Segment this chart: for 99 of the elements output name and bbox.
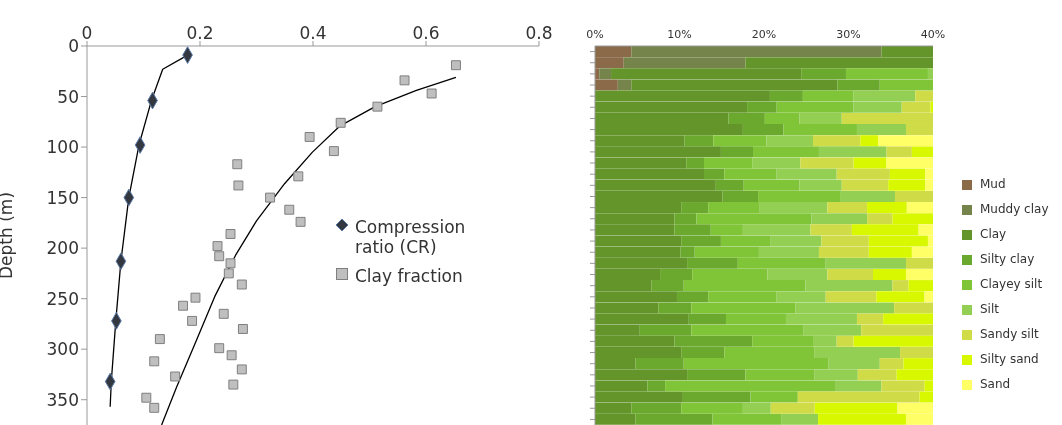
x-tick-label: 0.2 xyxy=(186,23,214,43)
bar xyxy=(766,135,814,147)
bar xyxy=(827,268,874,280)
point xyxy=(295,216,306,227)
y-tick-label: 250 xyxy=(46,288,79,309)
bar xyxy=(599,68,612,80)
bar xyxy=(825,291,877,303)
bar xyxy=(686,157,705,169)
point xyxy=(372,101,383,112)
point xyxy=(154,334,165,345)
bar xyxy=(856,124,906,136)
y-axis-title: Depth (m) xyxy=(0,191,17,280)
legend-label: Clay fraction xyxy=(355,266,464,287)
point xyxy=(223,268,234,279)
bar xyxy=(886,146,912,158)
x-tick-label: 0.8 xyxy=(525,23,553,43)
y-tick-label: 100 xyxy=(46,137,79,158)
bar xyxy=(617,79,632,91)
point xyxy=(190,292,201,303)
point xyxy=(228,379,239,390)
point xyxy=(233,180,244,191)
y-tick-label: 300 xyxy=(46,339,79,360)
bar xyxy=(906,202,933,214)
x-tick-label: 20% xyxy=(751,28,777,41)
point xyxy=(187,315,198,326)
legend-label: Clay xyxy=(980,227,1008,242)
legend-label: Silty clay xyxy=(980,252,1036,267)
x-tick-label: 0.4 xyxy=(299,23,327,43)
point xyxy=(450,60,461,71)
x-tick-label: 30% xyxy=(836,28,861,41)
x-tick-label: 0 xyxy=(81,23,93,43)
point xyxy=(225,258,236,269)
x-tick-label: 0.6 xyxy=(412,23,440,43)
bar xyxy=(813,135,861,147)
point xyxy=(178,300,189,311)
point xyxy=(236,279,247,290)
point xyxy=(237,324,248,334)
bar xyxy=(924,291,933,303)
point xyxy=(170,371,181,382)
bar xyxy=(883,313,933,325)
bar xyxy=(836,335,854,347)
point xyxy=(328,146,339,157)
legend-label: Silty sand xyxy=(980,352,1040,367)
legend-label: Compression ratio (CR) xyxy=(355,217,467,258)
point xyxy=(225,229,236,239)
y-tick-label: 200 xyxy=(46,238,79,259)
legend-label: Clayey silt xyxy=(980,277,1044,292)
legend-label: Sandy silt xyxy=(980,327,1040,342)
bar xyxy=(799,112,842,124)
bar xyxy=(894,190,933,202)
bar xyxy=(853,335,933,347)
bar xyxy=(781,413,819,425)
point xyxy=(214,343,225,354)
bar xyxy=(905,268,933,280)
legend-label: Mud xyxy=(980,177,1007,192)
bar xyxy=(742,402,771,414)
bar xyxy=(720,146,754,158)
legend-label: Muddy clay xyxy=(980,202,1050,217)
bar xyxy=(860,135,879,147)
point xyxy=(265,192,276,203)
point xyxy=(232,159,243,170)
legend-label: Sand xyxy=(980,377,1012,392)
bar xyxy=(827,202,868,214)
point xyxy=(149,356,160,367)
bar xyxy=(930,101,933,113)
bar xyxy=(873,268,906,280)
x-tick-label: 10% xyxy=(667,28,692,41)
bar xyxy=(892,280,909,292)
y-tick-label: 50 xyxy=(57,86,79,107)
bar xyxy=(878,135,933,147)
point xyxy=(426,88,437,99)
bar xyxy=(687,369,746,381)
bar xyxy=(867,213,893,225)
point xyxy=(149,402,160,413)
legend-label: Silt xyxy=(980,302,1000,317)
point xyxy=(335,117,346,128)
point xyxy=(236,364,247,375)
bar xyxy=(853,157,887,169)
point xyxy=(218,308,229,319)
bar xyxy=(911,146,933,158)
bar xyxy=(818,146,887,158)
point xyxy=(304,131,315,142)
bar xyxy=(927,68,933,80)
x-tick-label: 40% xyxy=(920,28,946,41)
y-tick-label: 350 xyxy=(46,389,79,410)
point xyxy=(284,204,295,215)
point xyxy=(212,241,223,252)
point xyxy=(293,171,304,182)
x-tick-label: 0% xyxy=(586,28,604,41)
bar xyxy=(905,257,933,269)
point xyxy=(214,251,225,262)
bar xyxy=(682,391,751,403)
point xyxy=(226,350,237,361)
y-tick-label: 150 xyxy=(46,187,79,208)
point xyxy=(141,392,152,403)
point xyxy=(399,75,410,86)
bar xyxy=(684,135,714,147)
bar xyxy=(894,302,933,314)
bar xyxy=(647,380,666,392)
